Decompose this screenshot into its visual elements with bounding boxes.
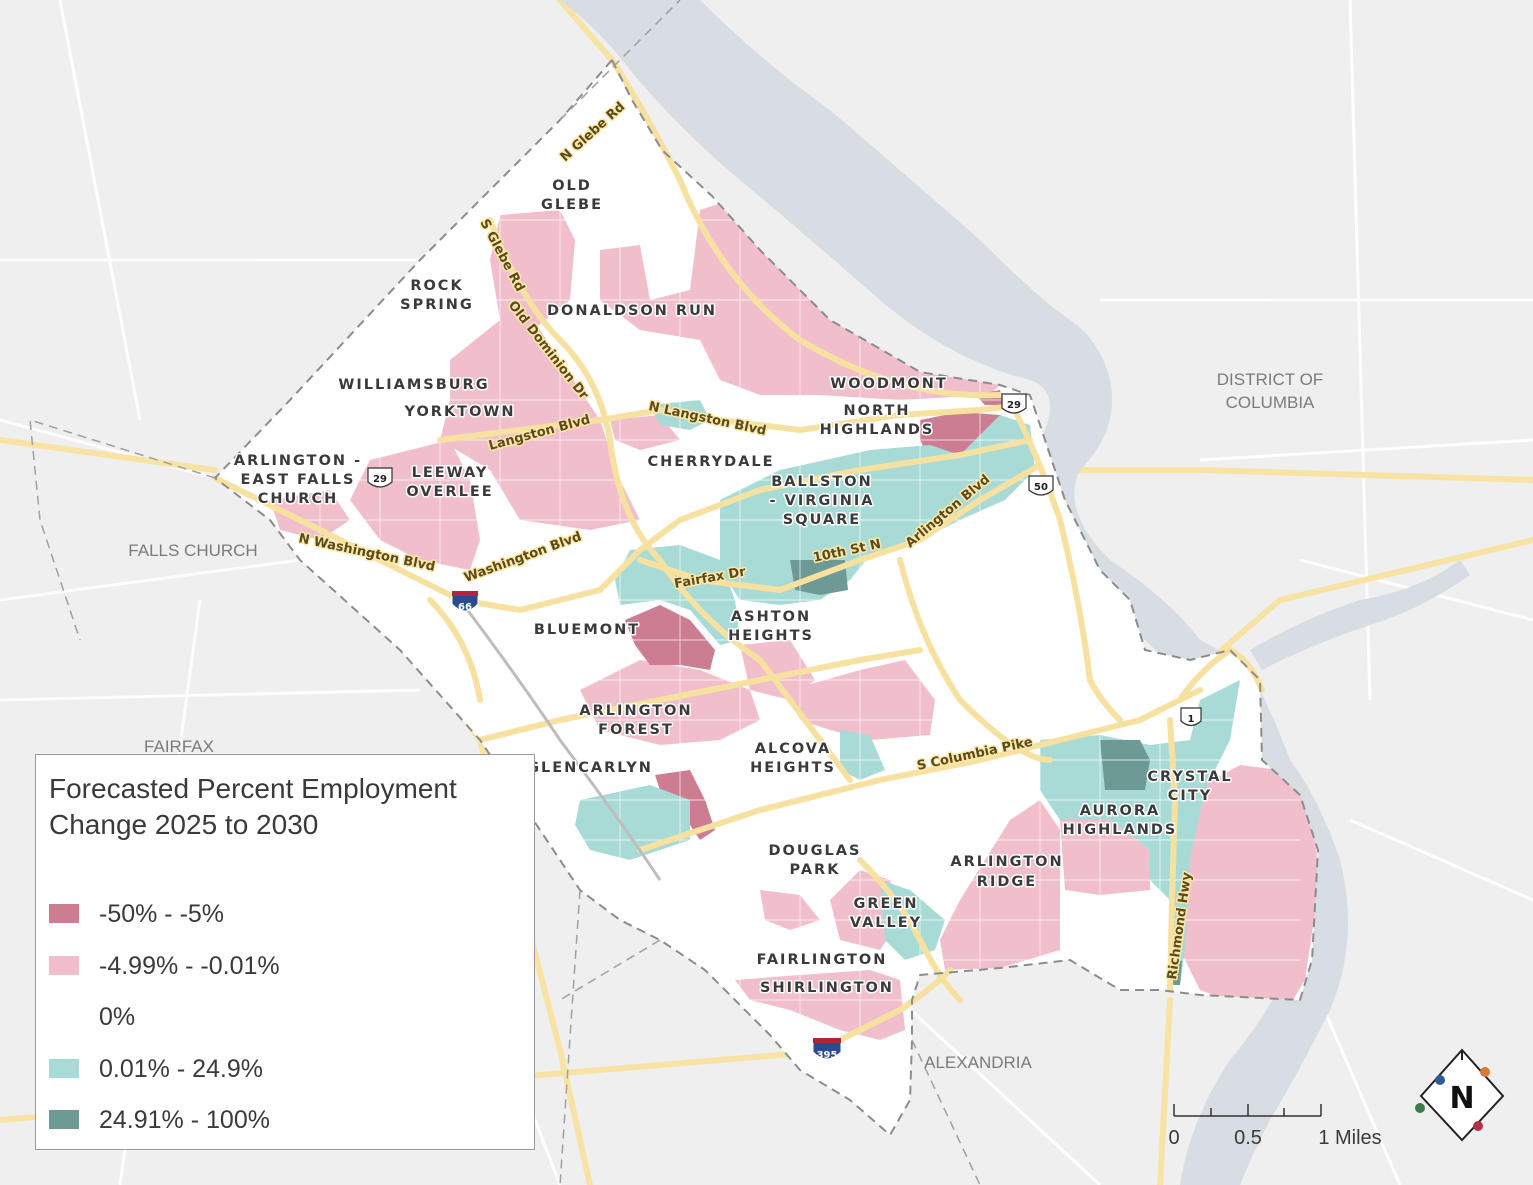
zone-aurora-highlands	[1060, 820, 1150, 895]
label-glencarlyn: GLENCARLYN	[527, 760, 653, 776]
zone-east-falls-church	[270, 490, 350, 540]
zone-bluemont	[625, 605, 715, 670]
scale-tick-1-miles: 1 Miles	[1318, 1127, 1381, 1149]
label-arlington-forest: ARLINGTON FOREST	[579, 703, 692, 738]
label-crystal-city: CRYSTAL CITY	[1147, 769, 1232, 804]
label-aurora-highlands: AURORA HIGHLANDS	[1063, 803, 1178, 838]
local-streets	[260, 60, 1300, 1120]
rail-line	[458, 599, 662, 881]
legend-label: -4.99% - -0.01%	[99, 952, 280, 980]
place-labels: DISTRICT OF COLUMBIA FALLS CHURCH FAIRFAX…	[128, 370, 1323, 1072]
county-boundary	[213, 58, 1320, 1137]
svg-text:29: 29	[1007, 400, 1021, 411]
i66-shield: 66	[451, 590, 479, 613]
label-alexandria: ALEXANDRIA	[924, 1053, 1032, 1072]
label-bluemont: BLUEMONT	[534, 622, 640, 638]
neighborhood-labels: OLD GLEBE ROCK SPRING DONALDSON RUN WILLIA…	[232, 177, 1232, 998]
us29-shield-b: 29	[1001, 393, 1027, 414]
svg-text:66: 66	[458, 602, 472, 613]
legend-swatch	[49, 1110, 79, 1129]
zone-ashton-south	[740, 640, 815, 700]
legend-label: -50% - -5%	[99, 900, 225, 928]
label-rock-spring: ROCK SPRING	[400, 278, 474, 313]
potomac-river	[560, 0, 1348, 1185]
legend-swatch	[49, 1059, 79, 1078]
label-old-glebe: OLD GLEBE	[541, 178, 603, 213]
legend-swatch	[49, 956, 79, 975]
legend-label: 24.91% - 100%	[99, 1106, 270, 1134]
legend-title: Forecasted Percent Employment Change 202…	[49, 773, 457, 840]
svg-text:1: 1	[1188, 714, 1195, 725]
label-douglas-park: DOUGLAS PARK	[769, 843, 862, 878]
label-district-of-columbia: DISTRICT OF COLUMBIA	[1217, 370, 1323, 412]
label-donaldson-run: DONALDSON RUN	[547, 303, 717, 319]
zone-fairlington	[735, 970, 905, 1040]
legend: Forecasted Percent Employment Change 202…	[35, 754, 535, 1150]
north-arrow-icon: N	[1415, 1048, 1505, 1142]
label-williamsburg: WILLIAMSBURG	[338, 377, 489, 393]
us1-shield: 1	[1180, 707, 1202, 727]
zone-crystal-city-core	[1100, 740, 1150, 790]
us29-shield-a: 29	[367, 467, 393, 488]
zone-ballston	[720, 415, 1035, 605]
label-arlington-ridge: ARLINGTON RIDGE	[950, 854, 1063, 890]
label-yorktown: YORKTOWN	[403, 404, 515, 420]
jurisdiction-lines	[29, 0, 981, 1185]
zone-alcova-east	[840, 730, 885, 780]
major-roads	[212, 57, 1265, 1053]
label-fairfax: FAIRFAX	[144, 737, 214, 756]
label-ashton-heights: ASHTON HEIGHTS	[728, 609, 814, 644]
label-north-highlands: NORTH HIGHLANDS	[820, 403, 935, 438]
label-shirlington: SHIRLINGTON	[760, 980, 894, 996]
label-green-valley: GREEN VALLEY	[850, 896, 922, 931]
scale-bar: 0 0.5 1 Miles	[1168, 1104, 1382, 1149]
legend-label: 0.01% - 24.9%	[99, 1055, 263, 1083]
anacostia-river	[1250, 560, 1470, 670]
zone-arlington-ridge	[940, 800, 1060, 970]
label-alcova-heights: ALCOVA HEIGHTS	[750, 741, 836, 776]
north-arrow-letter: N	[1449, 1081, 1474, 1116]
svg-text:29: 29	[373, 474, 387, 485]
zone-pentagon-city	[1040, 680, 1240, 985]
i395-shield: 395	[812, 1037, 842, 1061]
legend-label: 0%	[99, 1003, 136, 1031]
label-woodmont: WOODMONT	[830, 376, 947, 392]
zone-arlington-forest	[580, 660, 760, 745]
zone-donaldson-run-west	[490, 210, 575, 340]
scale-tick-half: 0.5	[1234, 1127, 1262, 1149]
label-falls-church: FALLS CHURCH	[128, 541, 257, 560]
label-cherrydale: CHERRYDALE	[647, 454, 774, 470]
legend-swatch	[49, 904, 79, 923]
label-leeway-overlee: LEEWAY OVERLEE	[406, 465, 493, 500]
zone-airport	[1180, 765, 1318, 1005]
us50-shield: 50	[1028, 475, 1054, 496]
svg-text:395: 395	[817, 1050, 838, 1061]
label-fairlington: FAIRLINGTON	[757, 952, 888, 968]
scale-tick-0: 0	[1168, 1127, 1179, 1149]
legend-swatch	[49, 1007, 79, 1026]
svg-text:50: 50	[1034, 482, 1048, 493]
label-arlington-east-falls-church: ARLINGTON -EAST FALLS CHURCH	[234, 453, 362, 507]
label-ballston: BALLSTON - VIRGINIA SQUARE	[770, 474, 875, 528]
